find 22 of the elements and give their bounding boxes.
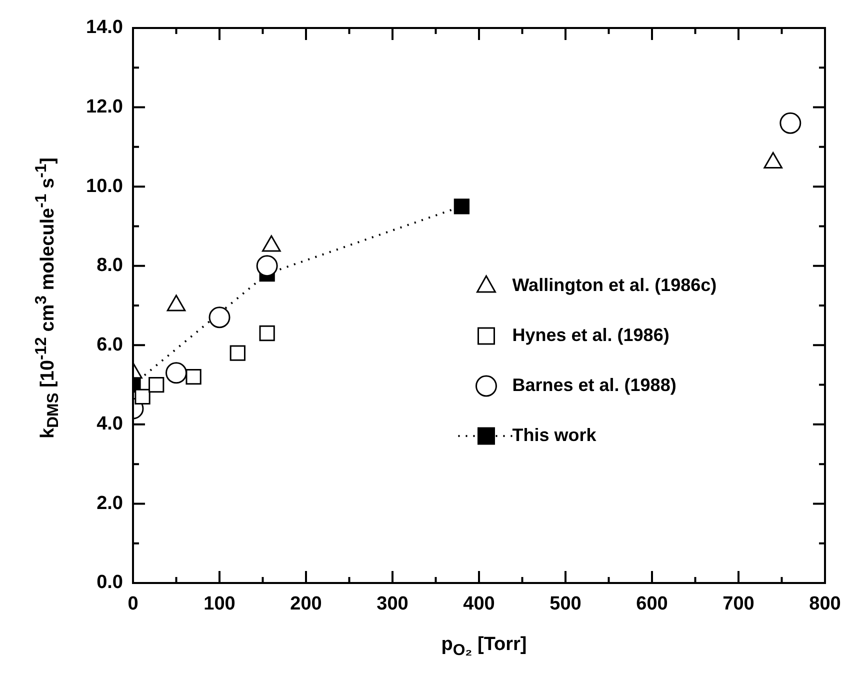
- x-tick-label: 800: [809, 594, 841, 615]
- legend-label: This work: [512, 424, 598, 445]
- x-tick-label: 100: [204, 594, 236, 615]
- x-tick-label: 400: [463, 594, 495, 615]
- y-tick-label: 4.0: [96, 414, 123, 435]
- legend-label: Wallington et al. (1986c): [512, 274, 717, 295]
- y-tick-label: 8.0: [96, 255, 123, 276]
- legend-label: Barnes et al. (1988): [512, 374, 676, 395]
- x-axis-title: p$_{O₂}$ [Torr]: [440, 634, 528, 660]
- x-tick-label: 700: [722, 594, 754, 615]
- x-tick-label: 600: [636, 594, 668, 615]
- y-tick-label: 2.0: [96, 492, 123, 514]
- x-tick-label: 200: [290, 594, 322, 615]
- x-tick-label: 0: [128, 594, 138, 615]
- y-tick-label: 0.0: [96, 572, 123, 594]
- legend-label: Hynes et al. (1986): [512, 324, 670, 345]
- y-tick-label: 14.0: [86, 17, 123, 38]
- y-tick-label: 12.0: [86, 96, 123, 118]
- y-tick-label: 6.0: [96, 334, 123, 356]
- x-tick-label: 500: [550, 594, 582, 615]
- y-tick-label: 10.0: [86, 176, 123, 197]
- x-tick-label: 300: [376, 594, 408, 615]
